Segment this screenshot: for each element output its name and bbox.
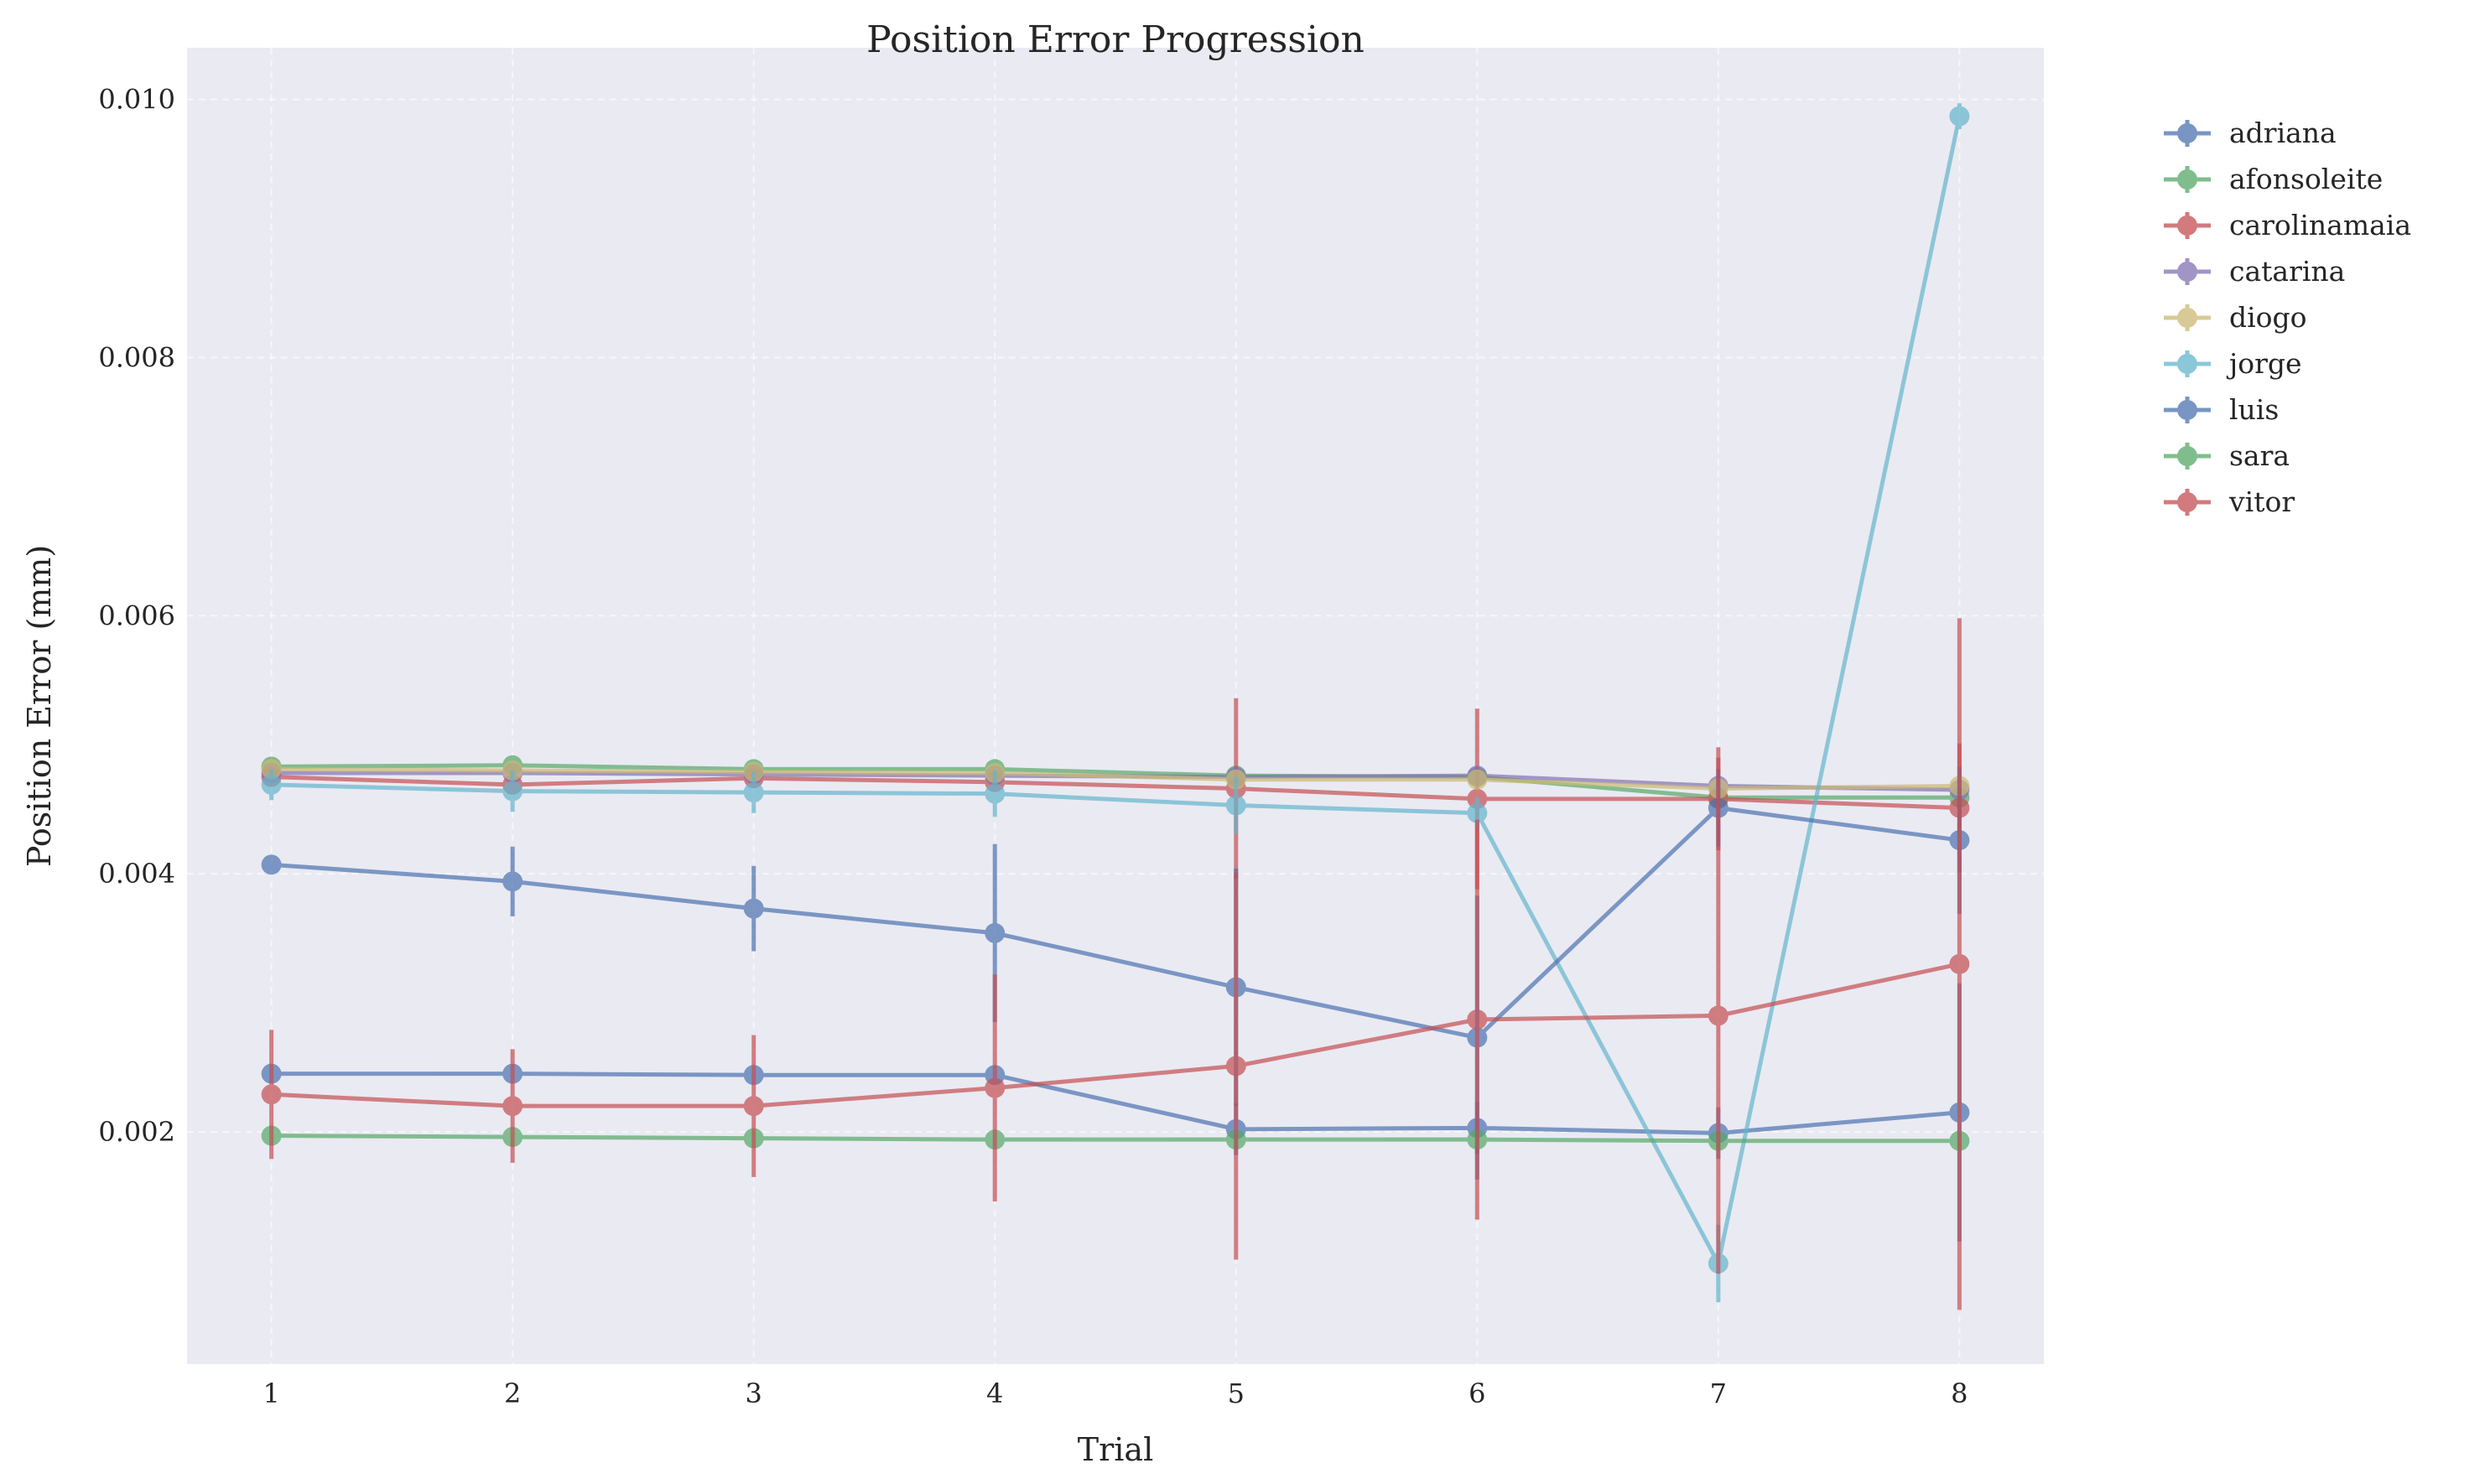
x-axis-label: Trial [1078, 1431, 1153, 1468]
legend-swatch [2164, 304, 2211, 331]
data-point [1225, 795, 1246, 816]
legend-item-sara: sara [2164, 439, 2290, 472]
data-point [261, 1084, 282, 1105]
x-tick-label: 2 [504, 1378, 521, 1409]
series-vitor [261, 618, 1970, 1310]
data-point [261, 854, 282, 875]
y-tick-label: 0.002 [98, 1116, 175, 1148]
legend-swatch [2164, 212, 2211, 239]
legend-label: sara [2229, 439, 2290, 472]
data-point [502, 871, 523, 892]
legend-label: catarina [2229, 255, 2345, 288]
series-line [271, 1071, 1960, 1135]
legend-item-luis: luis [2164, 393, 2279, 426]
legend-label: vitor [2228, 485, 2295, 518]
legend-item-adriana: adriana [2164, 117, 2337, 149]
series-line [271, 116, 1962, 1266]
x-tick-label: 5 [1228, 1378, 1245, 1409]
legend-swatch [2164, 443, 2211, 470]
plot-area [187, 48, 2044, 1364]
legend-label: adriana [2229, 117, 2337, 149]
data-point [985, 922, 1006, 943]
x-tick-label: 7 [1710, 1378, 1727, 1409]
legend-item-afonsoleite: afonsoleite [2164, 163, 2383, 195]
data-point [261, 774, 282, 795]
x-tick-label: 8 [1951, 1378, 1968, 1409]
data-point [1949, 106, 1970, 127]
data-point [1467, 769, 1488, 790]
series-line [271, 1134, 1960, 1144]
legend-swatch [2164, 120, 2211, 147]
series-line [271, 763, 1960, 800]
data-point [1708, 1005, 1729, 1026]
series-jorge [261, 103, 1970, 1303]
data-point [1225, 1056, 1246, 1077]
legend-label: diogo [2229, 301, 2307, 334]
data-point [743, 1096, 764, 1117]
data-point [502, 1096, 523, 1117]
data-point [1467, 802, 1488, 823]
legend-swatch [2164, 350, 2211, 377]
legend-item-vitor: vitor [2164, 485, 2295, 518]
legend-label: jorge [2226, 347, 2302, 380]
data-point [743, 898, 764, 919]
legend-item-catarina: catarina [2164, 255, 2345, 288]
data-point [1467, 1009, 1488, 1030]
data-point [743, 782, 764, 803]
series-line [271, 766, 1960, 791]
x-tick-label: 3 [746, 1378, 762, 1409]
legend-swatch [2164, 258, 2211, 285]
legend-item-jorge: jorge [2164, 347, 2302, 380]
y-tick-label: 0.008 [98, 341, 175, 373]
legend-item-carolinamaia: carolinamaia [2164, 209, 2411, 241]
series-line [271, 962, 1960, 1108]
data-point [985, 1077, 1006, 1098]
series-line [271, 775, 1960, 811]
y-tick-label: 0.006 [98, 599, 175, 631]
legend-item-diogo: diogo [2164, 301, 2307, 334]
y-axis-label: Position Error (mm) [21, 545, 58, 867]
legend-label: luis [2229, 393, 2279, 426]
data-point [502, 781, 523, 802]
x-axis-ticks: 1 2 3 4 5 6 7 8 [263, 1378, 1968, 1409]
series-layer [261, 103, 1970, 1310]
legend-label: carolinamaia [2229, 209, 2411, 241]
y-tick-label: 0.010 [98, 84, 175, 116]
legend-label: afonsoleite [2229, 163, 2383, 195]
series-line [271, 806, 1960, 1040]
x-tick-label: 4 [986, 1378, 1003, 1409]
y-tick-label: 0.004 [98, 858, 175, 890]
data-point [985, 783, 1006, 804]
legend-swatch [2164, 166, 2211, 193]
x-tick-label: 1 [263, 1378, 279, 1409]
x-tick-label: 6 [1469, 1378, 1485, 1409]
data-point [1949, 953, 1970, 974]
legend-swatch [2164, 397, 2211, 423]
chart-title: Position Error Progression [866, 18, 1365, 61]
legend-swatch [2164, 489, 2211, 516]
legend: adriana afonsoleite carolinamaia catarina di… [2164, 117, 2411, 518]
y-axis-ticks: 0.002 0.004 0.006 0.008 0.010 [98, 84, 175, 1148]
